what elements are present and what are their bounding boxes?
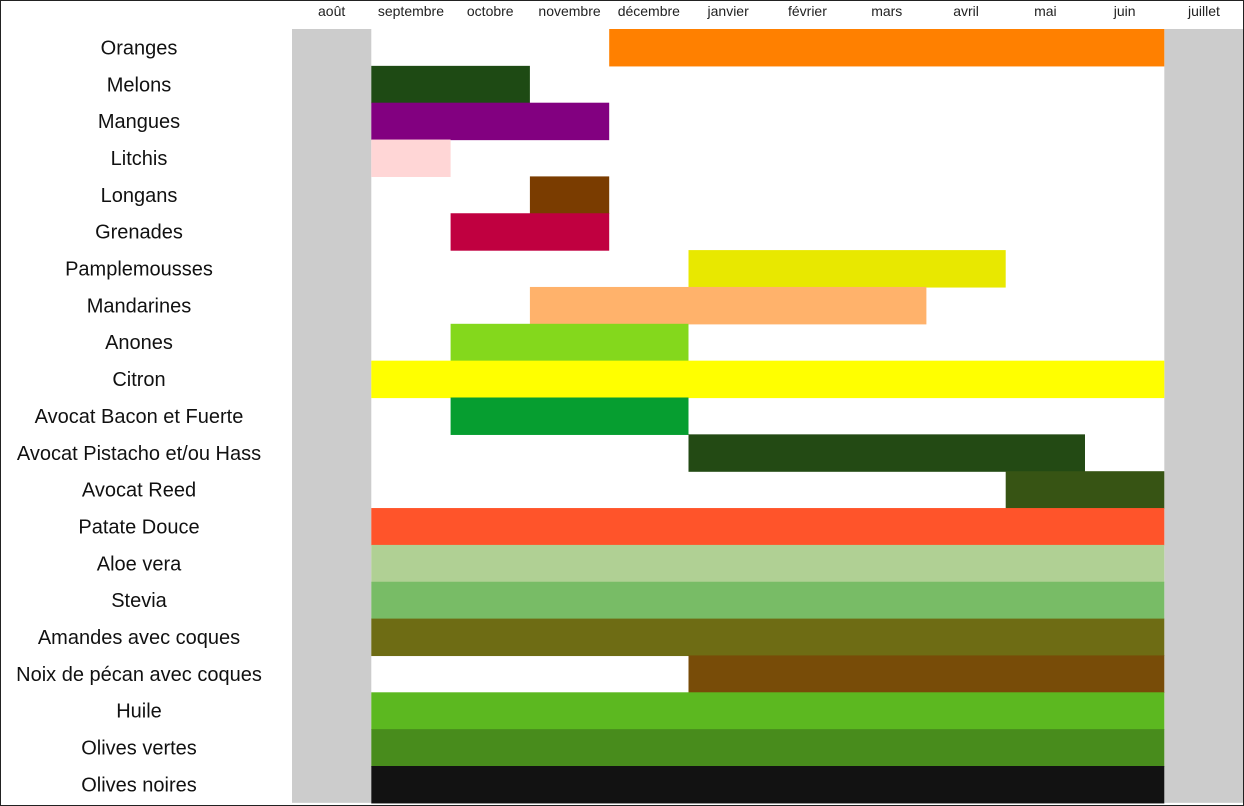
row-label: Olives vertes <box>81 738 197 760</box>
season-bar <box>371 618 1165 657</box>
season-bar <box>371 139 451 177</box>
off-season-column-0 <box>292 29 372 803</box>
off-season-background <box>292 29 1243 803</box>
month-label: juin <box>1113 3 1136 19</box>
row-label: Noix de pécan avec coques <box>16 664 262 686</box>
row-label: Avocat Pistacho et/ou Hass <box>17 443 261 465</box>
month-label: avril <box>953 3 979 19</box>
season-bar <box>371 65 530 104</box>
season-bar <box>450 397 689 435</box>
row-label: Patate Douce <box>78 516 199 538</box>
season-bar <box>371 729 1165 767</box>
season-bar <box>371 692 1165 730</box>
row-label: Avocat Reed <box>82 480 196 502</box>
season-bar <box>371 766 1165 804</box>
season-bar <box>529 286 927 325</box>
season-bar <box>688 655 1165 693</box>
season-bar <box>371 544 1165 583</box>
row-label: Amandes avec coques <box>38 627 240 649</box>
month-label: août <box>318 3 345 19</box>
row-label: Stevia <box>111 590 167 612</box>
season-bar <box>609 29 1165 67</box>
season-bar <box>371 508 1165 546</box>
season-bar <box>529 176 610 214</box>
month-label: mars <box>871 3 902 19</box>
month-label: septembre <box>378 3 444 19</box>
row-label: Pamplemousses <box>65 259 213 281</box>
row-label: Aloe vera <box>97 553 182 575</box>
row-label: Melons <box>107 74 171 96</box>
month-label: janvier <box>707 3 750 19</box>
row-label: Citron <box>112 369 165 391</box>
row-label: Grenades <box>95 222 183 244</box>
row-label: Mangues <box>98 111 180 133</box>
row-label: Huile <box>116 701 162 723</box>
row-label: Litchis <box>111 148 168 170</box>
season-bar <box>450 213 610 251</box>
season-bar <box>371 581 1165 620</box>
row-label: Longans <box>101 185 178 207</box>
month-label: mai <box>1034 3 1057 19</box>
row-label: Oranges <box>101 37 178 59</box>
season-bar <box>688 434 1085 472</box>
bars-layer <box>371 29 1165 804</box>
row-label: Avocat Bacon et Fuerte <box>35 406 244 428</box>
month-label: octobre <box>467 3 514 19</box>
row-label: Mandarines <box>87 295 192 317</box>
month-axis: août septembre octobre novembre décembre janv… <box>318 3 1220 19</box>
month-label: décembre <box>618 3 680 19</box>
month-label: juillet <box>1187 3 1220 19</box>
season-bar <box>450 323 689 362</box>
month-label: novembre <box>538 3 600 19</box>
season-bar <box>688 250 1006 288</box>
month-label: février <box>788 3 827 19</box>
season-bar <box>371 102 610 141</box>
row-axis: Oranges Melons Mangues Litchis Longans Grenad… <box>16 37 262 796</box>
off-season-column-11 <box>1164 29 1243 803</box>
season-bar <box>371 360 1165 399</box>
season-bar <box>1005 471 1165 509</box>
row-label: Olives noires <box>81 774 197 796</box>
row-label: Anones <box>105 332 173 354</box>
